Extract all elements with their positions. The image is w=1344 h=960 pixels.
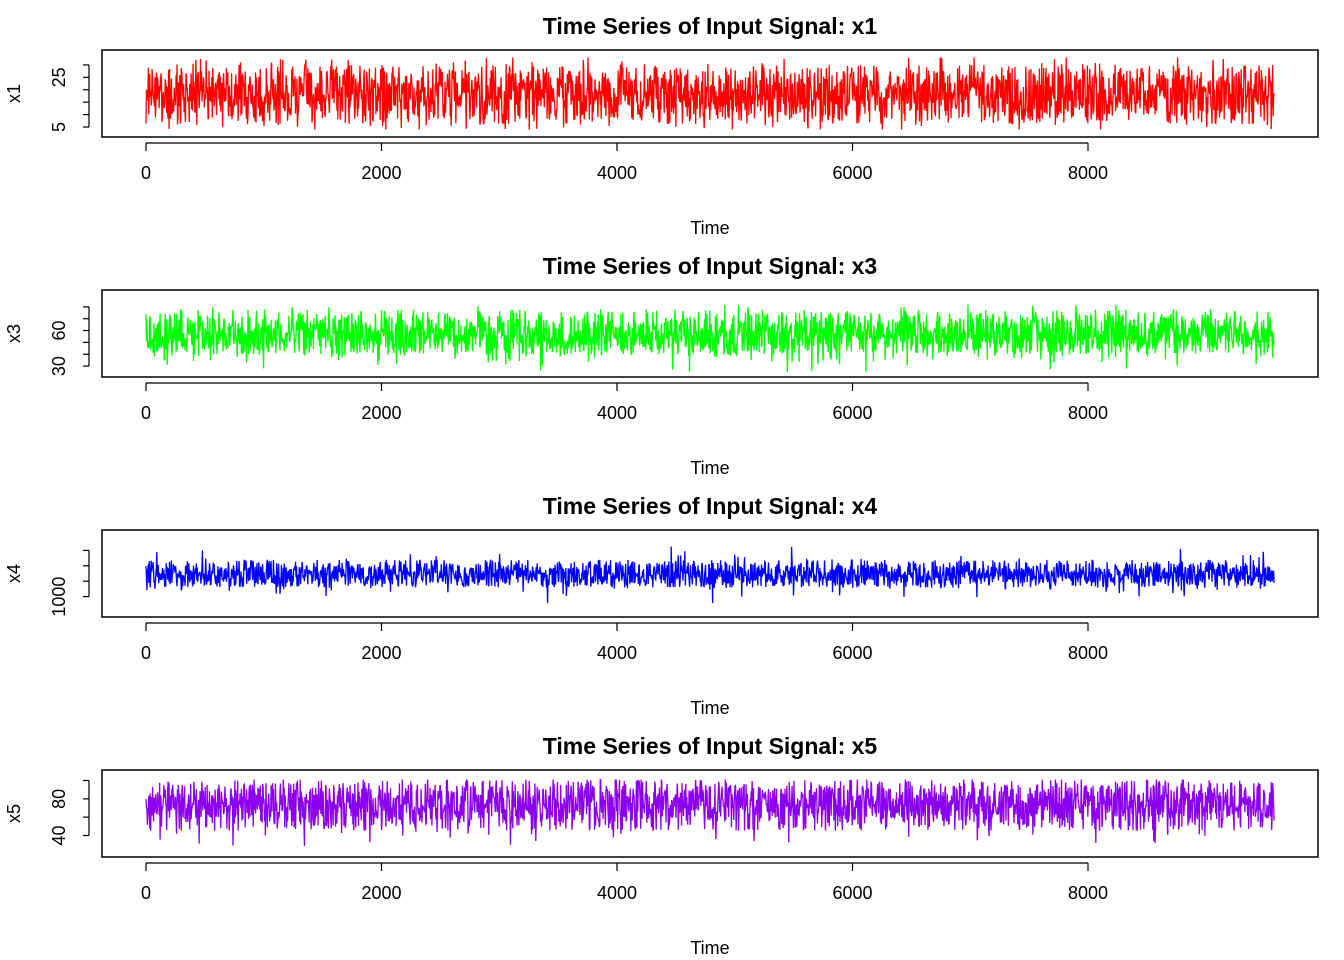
- chart-title-x1: Time Series of Input Signal: x1: [543, 13, 878, 39]
- series-line-x1: [145, 57, 1275, 130]
- x-tick-label: 8000: [1068, 163, 1108, 183]
- x-tick-label: 4000: [597, 403, 637, 423]
- series-line-x5: [145, 779, 1275, 846]
- x-tick-label: 0: [141, 403, 151, 423]
- x-axis-label: Time: [690, 698, 729, 718]
- plot-frame: [101, 49, 1319, 138]
- x-tick-label: 6000: [832, 163, 872, 183]
- y-tick-label: 25: [49, 67, 69, 87]
- x-axis-label: Time: [690, 938, 729, 958]
- plot-frame: [101, 529, 1319, 618]
- series-line-x4: [145, 546, 1275, 604]
- x-tick-label: 2000: [361, 403, 401, 423]
- x-tick-label: 8000: [1068, 883, 1108, 903]
- x-tick-label: 6000: [832, 403, 872, 423]
- plot-frame: [101, 289, 1319, 378]
- y-tick-label: 80: [49, 789, 69, 809]
- chart-title-x3: Time Series of Input Signal: x3: [543, 253, 877, 279]
- x-tick-label: 6000: [832, 883, 872, 903]
- y-axis-label: x5: [4, 804, 24, 823]
- x-axis-label: Time: [690, 458, 729, 478]
- x-tick-label: 0: [141, 163, 151, 183]
- x-tick-label: 2000: [361, 163, 401, 183]
- x-tick-label: 4000: [597, 643, 637, 663]
- x-tick-label: 2000: [361, 643, 401, 663]
- y-tick-label: 60: [49, 321, 69, 341]
- panel-x1: Time Series of Input Signal: x1 0 2000 4000…: [4, 13, 1319, 238]
- x-tick-label: 4000: [597, 883, 637, 903]
- y-axis-label: x1: [4, 84, 24, 103]
- panel-x3: Time Series of Input Signal: x3 0 2000 4000…: [4, 253, 1319, 478]
- x-tick-label: 0: [141, 643, 151, 663]
- chart-title-x5: Time Series of Input Signal: x5: [543, 733, 878, 759]
- panel-x5: Time Series of Input Signal: x5 0 2000 4000…: [4, 733, 1319, 958]
- y-tick-label: 30: [49, 356, 69, 376]
- y-tick-label: 5: [49, 122, 69, 132]
- x-tick-label: 0: [141, 883, 151, 903]
- y-axis-label: x4: [4, 564, 24, 583]
- x-tick-label: 6000: [832, 643, 872, 663]
- x-tick-label: 2000: [361, 883, 401, 903]
- series-line-x3: [145, 304, 1275, 373]
- x-axis-label: Time: [690, 218, 729, 238]
- panel-x4: Time Series of Input Signal: x4 0 2000 4000…: [4, 493, 1319, 718]
- chart-title-x4: Time Series of Input Signal: x4: [543, 493, 878, 519]
- y-axis-label: x3: [4, 324, 24, 343]
- x-tick-label: 4000: [597, 163, 637, 183]
- y-tick-label: 1000: [49, 577, 69, 617]
- x-tick-label: 8000: [1068, 643, 1108, 663]
- y-tick-label: 40: [49, 825, 69, 845]
- x-tick-label: 8000: [1068, 403, 1108, 423]
- plot-frame: [101, 769, 1319, 858]
